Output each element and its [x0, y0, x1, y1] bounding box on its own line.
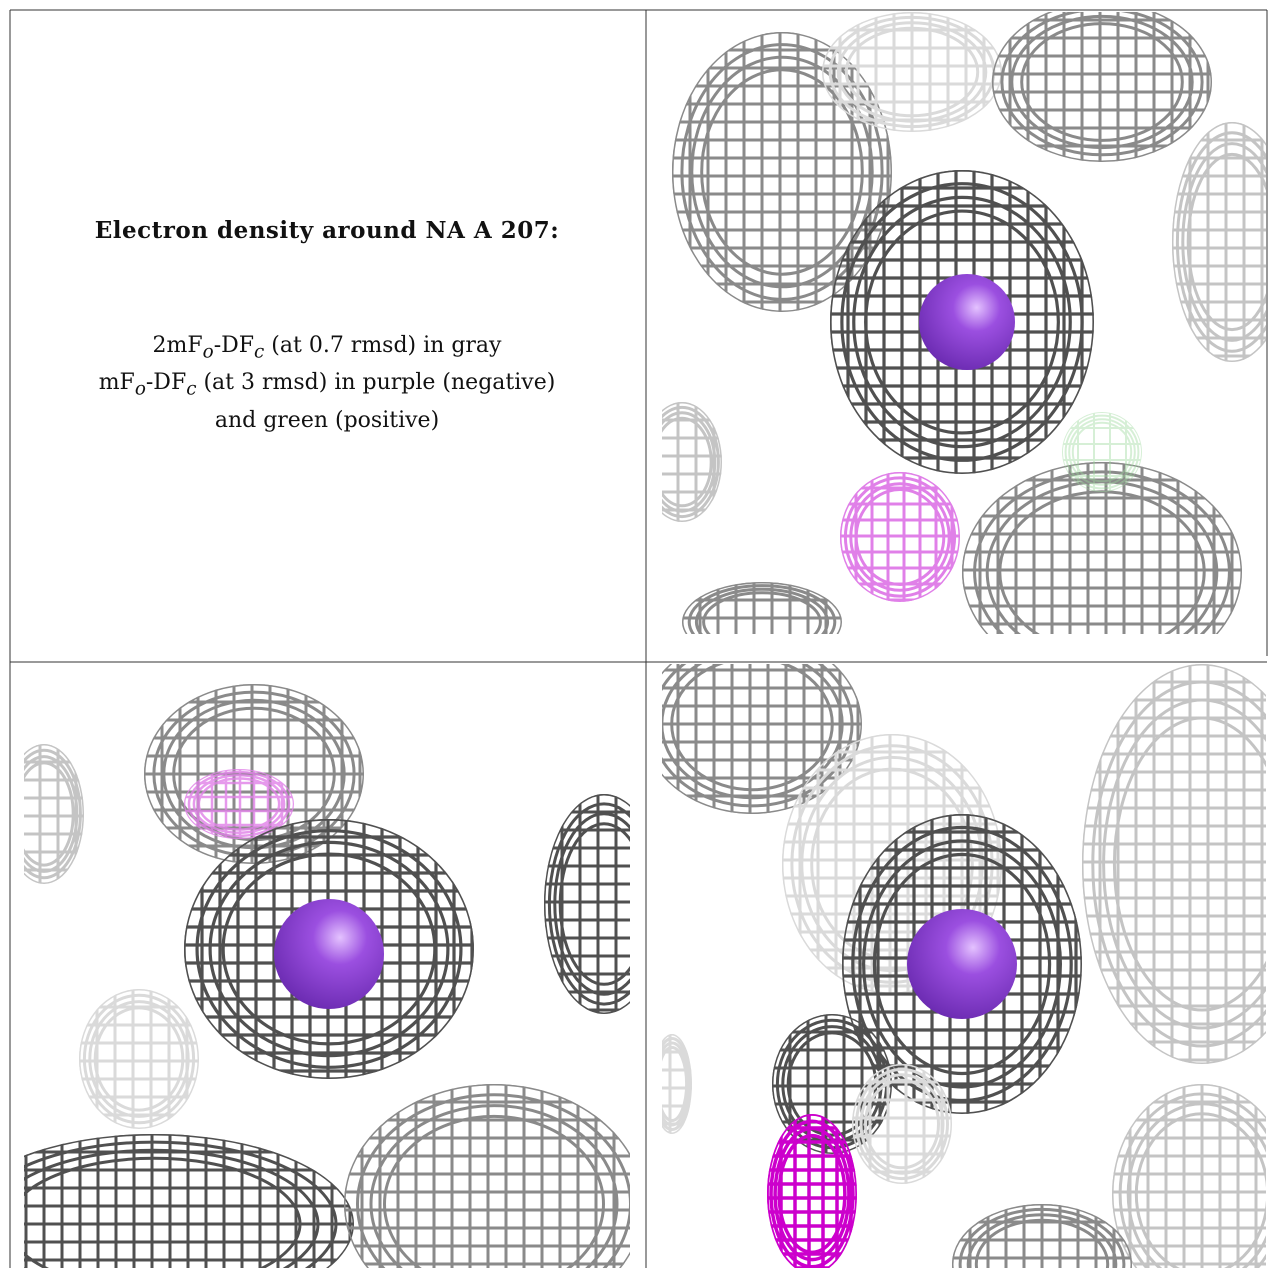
legend-term: -DF	[213, 333, 255, 358]
negative-difference-mesh	[840, 472, 960, 602]
legend-term: mF	[98, 370, 135, 396]
positive-difference-mesh	[1062, 412, 1142, 492]
figure-title: Electron density around NA A 207:	[94, 217, 560, 244]
density-mesh-left-edge	[24, 744, 84, 884]
density-mesh-faint-center-left	[782, 734, 1002, 994]
density-mesh-left-arc	[672, 32, 892, 312]
density-mesh-bottom-right	[1112, 1084, 1266, 1268]
caption-cell: Electron density around NA A 207: 2mFo-D…	[12, 12, 642, 652]
mesh-render-top-right	[662, 12, 1266, 634]
density-mesh-faint-left	[79, 989, 199, 1129]
density-mesh-bottom-right	[962, 462, 1242, 634]
legend-term: 2mF	[152, 333, 203, 358]
density-view-top-right	[662, 12, 1266, 634]
legend-term: -DF	[145, 370, 187, 396]
density-mesh-top-left	[662, 664, 862, 814]
legend-description: (at 3 rmsd) in purple (negative)	[196, 370, 556, 396]
density-view-bottom-right	[662, 664, 1266, 1268]
density-mesh-bottom-center	[952, 1204, 1132, 1268]
legend-subscript: c	[254, 341, 265, 363]
legend-line-colors: and green (positive)	[214, 407, 440, 433]
legend-subscript: c	[186, 378, 197, 400]
density-mesh-left-edge	[662, 402, 722, 522]
density-mesh-top-right	[992, 12, 1212, 162]
legend-text: 2mFo-DFc (at 0.7 rmsd) in gray mFo-DFc (…	[12, 330, 642, 436]
density-mesh-top	[822, 12, 1002, 132]
mesh-render-bottom-left	[24, 684, 630, 1268]
legend-line-2mfo-dfc: 2mFo-DFc (at 0.7 rmsd) in gray	[12, 330, 642, 367]
legend-description: (at 0.7 rmsd) in gray	[264, 333, 502, 358]
density-mesh-bottom-left	[24, 1134, 354, 1268]
sodium-ion-sphere	[274, 899, 384, 1009]
negative-difference-mesh	[184, 769, 294, 839]
sodium-ion-sphere	[919, 274, 1015, 370]
sodium-ion-sphere	[907, 909, 1017, 1019]
density-mesh-faint-lower	[852, 1064, 952, 1184]
legend-subscript: o	[202, 341, 214, 363]
density-mesh-right-edge	[544, 794, 630, 1014]
density-mesh-left-edge	[662, 1034, 692, 1134]
legend-line-mfo-dfc: mFo-DFc (at 3 rmsd) in purple (negative)	[12, 367, 642, 404]
density-view-bottom-left	[24, 664, 630, 1268]
density-mesh-bottom-left	[682, 582, 842, 634]
density-mesh-right	[1172, 122, 1266, 362]
density-mesh-right	[1082, 664, 1266, 1064]
legend-subscript: o	[134, 378, 146, 400]
mesh-render-bottom-right	[662, 664, 1266, 1268]
negative-difference-mesh	[767, 1114, 857, 1268]
density-mesh-bottom-right	[344, 1084, 630, 1268]
